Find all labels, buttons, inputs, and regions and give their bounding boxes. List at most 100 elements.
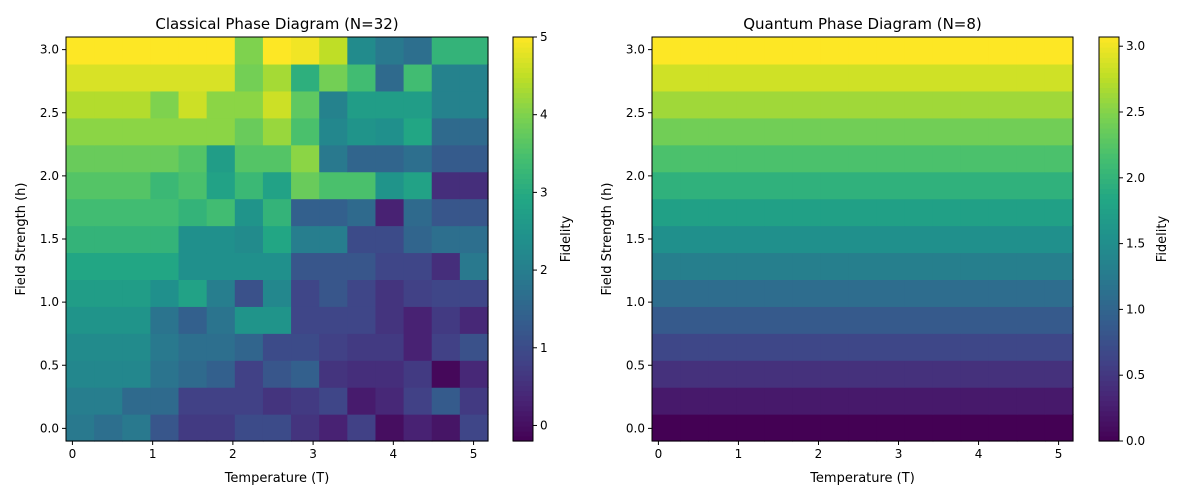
heatmap-cell bbox=[736, 333, 765, 361]
heatmap-cell bbox=[904, 37, 934, 65]
heatmap-cell bbox=[652, 306, 681, 334]
colorbar-segment bbox=[1099, 314, 1119, 321]
heatmap-cell bbox=[820, 387, 850, 415]
heatmap-cell bbox=[178, 306, 208, 334]
y-tick-label: 2.5 bbox=[626, 106, 645, 120]
colorbar-tick-label: 2.0 bbox=[1126, 171, 1145, 185]
heatmap-cell bbox=[150, 37, 180, 65]
heatmap-cell bbox=[66, 252, 95, 280]
heatmap-cell bbox=[792, 414, 821, 442]
heatmap-cell bbox=[1016, 225, 1046, 254]
heatmap-cell bbox=[150, 117, 180, 146]
colorbar-segment bbox=[513, 425, 533, 432]
colorbar-segment bbox=[1099, 244, 1119, 250]
colorbar-segment bbox=[513, 37, 533, 43]
heatmap-cell bbox=[792, 63, 821, 92]
heatmap-cell bbox=[1044, 90, 1074, 119]
heatmap-cell bbox=[122, 252, 151, 280]
heatmap-cell bbox=[1044, 252, 1074, 280]
heatmap-cell bbox=[848, 225, 878, 254]
colorbar-segment bbox=[1099, 92, 1119, 99]
colorbar-segment bbox=[1099, 208, 1119, 215]
heatmap-cell bbox=[94, 144, 123, 173]
heatmap-cell bbox=[150, 198, 180, 227]
heatmap-cell bbox=[431, 225, 461, 254]
heatmap-cell bbox=[988, 387, 1018, 415]
heatmap-cell bbox=[1016, 117, 1046, 146]
colorbar-segment bbox=[513, 228, 533, 235]
colorbar-segment bbox=[1099, 284, 1119, 291]
colorbar-tick-label: 5 bbox=[540, 30, 548, 44]
heatmap-cell bbox=[234, 90, 264, 119]
heatmap-cell bbox=[94, 414, 123, 442]
heatmap-cell bbox=[904, 144, 934, 173]
heatmap-cell bbox=[1016, 63, 1046, 92]
colorbar-segment bbox=[1099, 380, 1119, 387]
x-tick-label: 2 bbox=[815, 447, 823, 461]
heatmap-cell bbox=[960, 198, 990, 227]
heatmap-cell bbox=[66, 37, 95, 65]
colorbar-segment bbox=[513, 400, 533, 407]
heatmap-cell bbox=[820, 279, 850, 307]
heatmap-cell bbox=[960, 37, 990, 65]
colorbar-segment bbox=[1099, 385, 1119, 392]
heatmap-cell bbox=[291, 279, 320, 307]
heatmap-cell bbox=[960, 360, 990, 388]
heatmap-cell bbox=[904, 198, 934, 227]
heatmap-cell bbox=[319, 63, 348, 92]
heatmap-cell bbox=[680, 171, 709, 200]
x-tick-label: 5 bbox=[1055, 447, 1063, 461]
colorbar-tick-label: 0.0 bbox=[1126, 434, 1145, 448]
heatmap-cell bbox=[1016, 90, 1046, 119]
heatmap-cell bbox=[820, 360, 850, 388]
heatmap-cell bbox=[1044, 171, 1074, 200]
colorbar-segment bbox=[513, 309, 533, 316]
colorbar-segment bbox=[513, 153, 533, 159]
heatmap-cell bbox=[764, 144, 793, 173]
colorbar-segment bbox=[1099, 188, 1119, 195]
heatmap-cell bbox=[262, 387, 292, 415]
y-tick-label: 2.0 bbox=[626, 169, 645, 183]
colorbar-segment bbox=[513, 340, 533, 346]
colorbar-segment bbox=[513, 213, 533, 220]
heatmap-cell bbox=[652, 37, 681, 65]
heatmap-cell bbox=[736, 414, 765, 442]
heatmap-cell bbox=[66, 414, 95, 442]
colorbar-segment bbox=[513, 294, 533, 301]
heatmap-cell bbox=[904, 387, 934, 415]
colorbar-label: Fidelity bbox=[559, 215, 574, 262]
heatmap-cell bbox=[960, 333, 990, 361]
colorbar-segment bbox=[1099, 82, 1119, 89]
heatmap-cell bbox=[792, 37, 821, 65]
colorbar-segment bbox=[1099, 274, 1119, 280]
heatmap-cell bbox=[234, 63, 264, 92]
heatmap-cell bbox=[403, 333, 433, 361]
colorbar-segment bbox=[1099, 138, 1119, 144]
colorbar-segment bbox=[513, 132, 533, 139]
heatmap-cell bbox=[960, 279, 990, 307]
heatmap-cell bbox=[291, 306, 320, 334]
heatmap-cell bbox=[431, 414, 461, 442]
heatmap-cell bbox=[960, 414, 990, 442]
heatmap-cell bbox=[932, 387, 962, 415]
colorbar-segment bbox=[513, 143, 533, 149]
colorbar-segment bbox=[1099, 47, 1119, 53]
colorbar-segment bbox=[513, 375, 533, 381]
heatmap-cell bbox=[932, 360, 962, 388]
heatmap-cell bbox=[960, 252, 990, 280]
heatmap-cell bbox=[375, 279, 405, 307]
heatmap-cell bbox=[178, 360, 208, 388]
colorbar-segment bbox=[513, 319, 533, 326]
heatmap-cell bbox=[291, 37, 320, 65]
heatmap-cell bbox=[122, 225, 151, 254]
heatmap-cell bbox=[960, 144, 990, 173]
heatmap-cell bbox=[206, 117, 236, 146]
colorbar-segment bbox=[1099, 299, 1119, 306]
heatmap-cell bbox=[431, 387, 461, 415]
heatmap-cell bbox=[431, 306, 461, 334]
heatmap-cell bbox=[262, 198, 292, 227]
heatmap-cell bbox=[680, 333, 709, 361]
heatmap-cell bbox=[347, 360, 377, 388]
heatmap-cell bbox=[319, 306, 348, 334]
heatmap-cell bbox=[708, 144, 737, 173]
